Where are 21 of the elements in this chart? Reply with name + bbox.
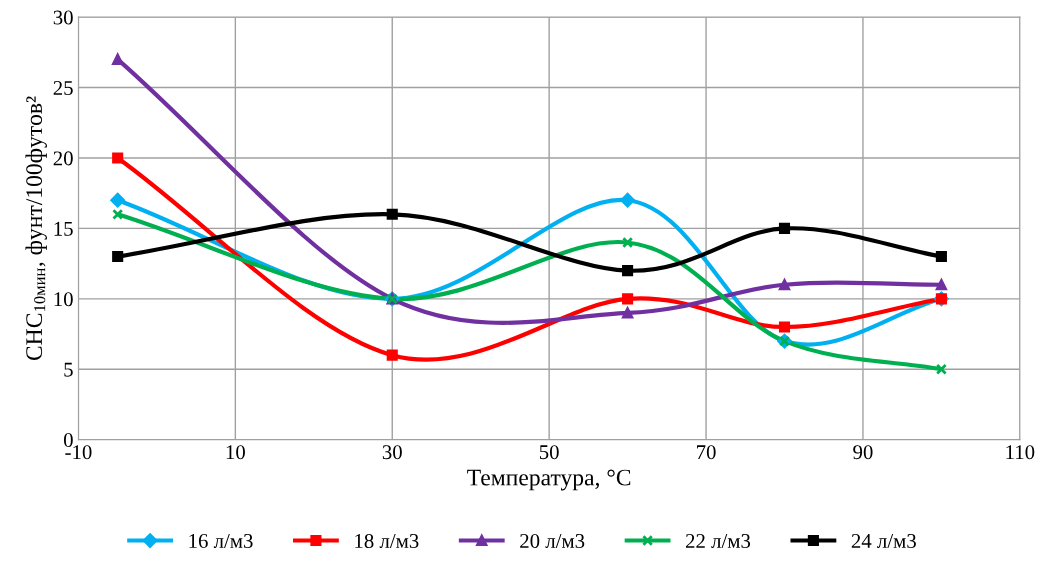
legend-label: 22 л/м3 [685, 534, 751, 549]
x-axis-title: Температура, °C [467, 469, 631, 491]
legend-label: 18 л/м3 [355, 533, 419, 549]
y-tick-label: 15 [54, 221, 73, 236]
y-axis-title: СНС$_{10мин}$, фунт/100футов² [25, 96, 47, 361]
x-tick-label: 50 [539, 445, 559, 460]
x-tick-label: 10 [226, 445, 245, 460]
legend-label: 20 л/м3 [520, 533, 585, 549]
x-tick-label: -10 [65, 445, 92, 460]
y-tick-label: 5 [64, 362, 73, 377]
y-tick-label: 0 [63, 433, 73, 448]
x-tick-label: 30 [382, 445, 402, 460]
x-tick-label: 70 [697, 445, 716, 460]
y-tick-label: 20 [53, 151, 73, 166]
legend-label: 24 л/м3 [851, 534, 916, 549]
x-tick-label: 90 [853, 445, 873, 460]
y-tick-label: 10 [54, 292, 73, 307]
y-tick-label: 30 [53, 10, 73, 25]
legend-label: 16 л/м3 [189, 534, 253, 549]
x-tick-label: 110 [1006, 445, 1035, 460]
y-tick-label: 25 [53, 80, 73, 95]
